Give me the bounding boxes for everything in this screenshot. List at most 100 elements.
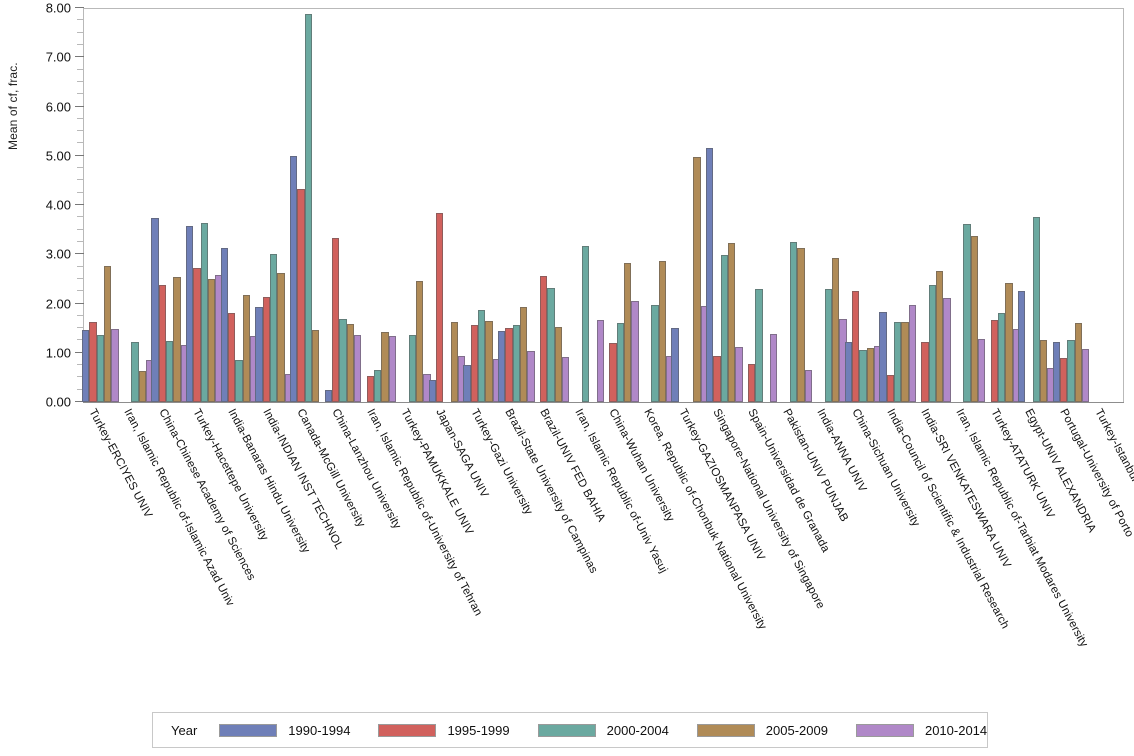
y-axis-minor-tick <box>77 376 84 378</box>
bar <box>804 370 813 402</box>
bar <box>990 319 998 402</box>
bar-group <box>533 8 570 402</box>
bar <box>928 284 937 402</box>
y-axis-minor-tick <box>77 240 84 242</box>
bar <box>381 332 389 402</box>
legend: Year 1990-1994 1995-1999 2000-2004 2005-200… <box>152 712 988 748</box>
x-axis-tick-label: Turkey-PAMUKKALE UNIV <box>398 407 476 537</box>
legend-swatch <box>378 723 437 737</box>
bar <box>943 297 951 402</box>
y-axis-tick-label: 6.00 <box>45 99 71 114</box>
bar-group <box>151 8 189 402</box>
bar <box>408 334 417 402</box>
bar-group <box>394 8 431 402</box>
y-axis-major-tick <box>75 204 84 205</box>
bar <box>866 348 875 402</box>
y-axis-tick-label: 3.00 <box>45 246 71 262</box>
y-axis-minor-tick <box>77 19 84 21</box>
bar-group <box>463 8 501 402</box>
bar <box>879 312 887 402</box>
y-axis-line <box>83 8 84 403</box>
bar <box>505 327 513 402</box>
x-axis-tick-label: Spain-Universidad de Granada <box>745 407 832 555</box>
bar <box>520 306 528 402</box>
bar <box>81 330 90 402</box>
bar-group <box>602 8 639 402</box>
bar-group <box>949 8 986 402</box>
bar <box>388 336 397 402</box>
bar <box>339 318 347 402</box>
x-axis-tick-label: India-SRI VENKATESWARA UNIV <box>918 407 1014 571</box>
x-axis-tick-label: Canada-McGill University <box>294 407 368 530</box>
y-axis-minor-tick <box>77 130 84 132</box>
bar <box>859 349 867 402</box>
x-axis-tick-label: Portugal-University of Porto <box>1057 407 1134 540</box>
y-axis-minor-tick <box>77 43 84 45</box>
x-axis-tick-label: Iran, Islamic Republic of-University of … <box>364 407 484 618</box>
y-axis-major-tick <box>75 56 84 58</box>
bar-group <box>879 8 917 402</box>
bar <box>173 277 181 402</box>
bar <box>450 322 459 402</box>
bar <box>755 289 763 402</box>
bar <box>527 350 535 402</box>
bar <box>844 342 852 402</box>
y-axis-tick-label: 8.00 <box>45 0 71 16</box>
legend-item[interactable]: 2000-2004 <box>537 723 669 738</box>
bar <box>616 322 625 402</box>
bar <box>89 321 97 402</box>
bar <box>562 356 570 402</box>
bar-group <box>497 8 535 402</box>
bar <box>728 242 736 402</box>
bar-group <box>255 8 293 402</box>
bar <box>485 321 493 402</box>
x-axis-tick-label: Turkey-Gazi University <box>468 407 535 517</box>
bar <box>893 322 902 402</box>
bar <box>96 334 105 402</box>
y-axis-minor-tick <box>77 31 84 33</box>
bar <box>547 287 555 402</box>
bar <box>304 13 313 402</box>
legend-swatch <box>537 723 596 737</box>
bar <box>435 213 444 402</box>
legend-swatch <box>696 723 755 737</box>
bar <box>208 278 216 402</box>
bar <box>470 324 478 402</box>
bar <box>1040 339 1048 402</box>
legend-item[interactable]: 1995-1999 <box>378 723 510 738</box>
bar <box>242 294 251 402</box>
y-axis-tick-label: 7.00 <box>45 49 71 65</box>
bar <box>235 360 243 402</box>
bar <box>693 157 701 402</box>
x-axis-tick-label: Brazil-UNIV FED BAHIA <box>537 407 608 524</box>
x-axis-tick-label: Turkey-GAZIOSMANPASA UNIV <box>676 407 767 563</box>
bar <box>289 155 298 402</box>
bar <box>477 309 486 402</box>
y-axis-tick-label: 1.00 <box>45 345 71 361</box>
bar <box>901 321 909 402</box>
plot-area: 0.00 1.00 2.00 3.00 4.00 5.00 6.00 7.00 8.00 <box>46 1 1124 410</box>
legend-item[interactable]: 1990-1994 <box>219 723 350 738</box>
bar-group <box>844 8 882 402</box>
bar <box>658 261 667 402</box>
legend-item[interactable]: 2010-2014 <box>855 723 987 738</box>
y-axis-minor-tick <box>77 265 84 267</box>
bar-group <box>428 8 466 402</box>
bar-group <box>775 8 813 402</box>
x-axis-tick-label: China-Sichuan University <box>849 407 922 529</box>
bar <box>581 246 590 402</box>
bar <box>705 148 714 402</box>
bar <box>1017 290 1026 402</box>
bar <box>151 218 159 402</box>
x-axis-tick-label: Singapore-National University of Singapo… <box>710 407 827 612</box>
bar <box>297 188 305 402</box>
bar <box>185 226 194 402</box>
y-axis-minor-tick <box>77 290 84 292</box>
bar <box>366 376 374 402</box>
bar <box>255 307 263 402</box>
y-axis-title: Mean of cf, frac. <box>6 62 20 150</box>
y-axis-minor-tick <box>77 142 84 144</box>
legend-item[interactable]: 2005-2009 <box>696 723 828 738</box>
bar <box>963 223 971 402</box>
bar <box>824 288 833 402</box>
